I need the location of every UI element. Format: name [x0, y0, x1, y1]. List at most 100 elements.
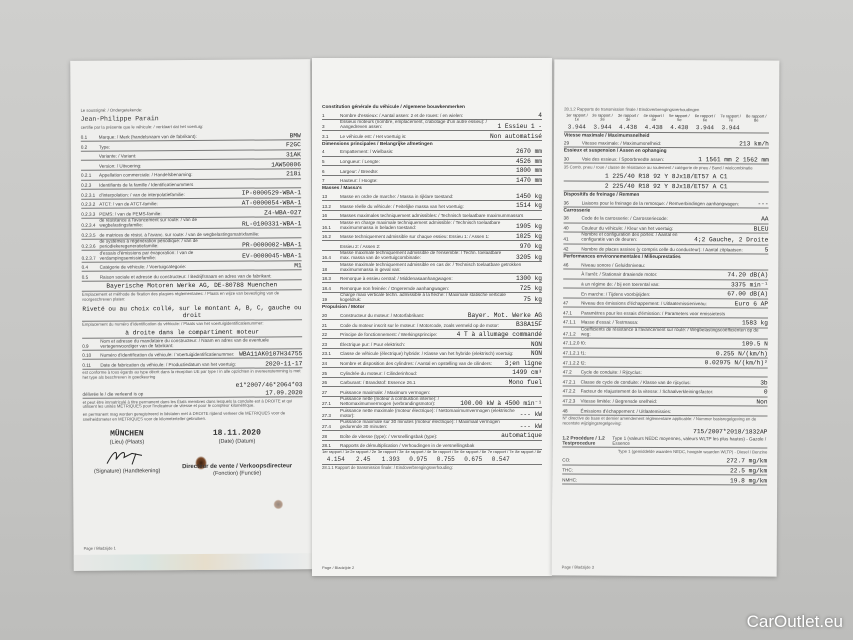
- spec-label: À l'arrêt: / Stationair draaiende motor:: [581, 271, 658, 278]
- spec-code: 0.2.3: [81, 182, 92, 188]
- hologram-strip: [73, 553, 314, 571]
- spec-value: IP-0000529-WBA-1: [241, 189, 302, 198]
- gear-header: 6e rapport / 6e: [460, 449, 487, 455]
- spec-row: 18 Masse maximale techniquement admissibl…: [322, 261, 542, 274]
- spec-code: 13: [322, 193, 328, 199]
- gear-header: 5e rapport / 5e: [432, 449, 459, 455]
- spec-label: Numéro d'identification du véhicule: / V…: [100, 351, 235, 358]
- spec-row: 18.3 Remorque à essieu central: / Middena…: [322, 274, 542, 284]
- spec-value: --- kW: [519, 411, 542, 419]
- spec-label: Empattement: / Wielbasis:: [340, 149, 394, 155]
- spec-value: 1583 kg: [741, 319, 768, 327]
- spec-label: f0:: [580, 340, 586, 346]
- vin-location-label: Emplacement du numéro d'identification d…: [82, 320, 264, 327]
- spec-row: 30 Voie des essieux: / Spoorbreedte assen…: [563, 154, 769, 165]
- spec-row: 21 Code du moteur inscrit sur le moteur: …: [322, 320, 542, 330]
- spec-value: 109.5 N: [741, 340, 768, 348]
- spec-code: 47.1.1: [562, 319, 576, 325]
- spec-value: 1499 cm³: [512, 369, 542, 377]
- page-footer: Page / Bladzijde 2: [322, 565, 355, 570]
- spec-label: Niveau des émissions d'échappement: / Ui…: [581, 300, 707, 307]
- spec-value: BLEU: [753, 225, 769, 233]
- page-footer: Page / Bladzijde 1: [83, 545, 116, 551]
- spec-value: 31AK: [286, 151, 301, 159]
- ratio-value: 1.393: [381, 455, 400, 463]
- spec-value: 1 1561 mm 2 1562 mm: [698, 156, 769, 164]
- ratio-value: 3.944: [721, 123, 740, 131]
- spec-code: 42: [563, 246, 569, 252]
- spec-value: 100.00 kW à 4500 min⁻¹: [460, 400, 542, 408]
- gear-header: 3e rapport / 3e: [617, 112, 639, 123]
- spec-label: Type:: [98, 144, 111, 150]
- spec-value: AA: [761, 215, 769, 223]
- spec-row: 6 Largeur: / Breedte: 1800 mm: [322, 166, 542, 176]
- section-title: Constitution générale du véhicule / Alge…: [322, 105, 465, 110]
- spec-code: 0.10: [82, 352, 92, 358]
- spec-value: 1 Essieu 1 -: [497, 122, 542, 130]
- spec-code: 0.2.3.4: [81, 222, 96, 228]
- spec-code: 30: [563, 156, 569, 162]
- spec-code: 47.2: [562, 369, 572, 375]
- spec-label: Code de la carrosserie: / Carrosseriecod…: [581, 215, 668, 222]
- page-footer: Page / Bladzijde 3: [561, 564, 594, 570]
- final-drive-label: 28.1.1 Rapport de transmission finale: /…: [322, 465, 453, 471]
- gear-header: 6e rapport / 6e: [694, 112, 716, 123]
- spec-label: Classe de véhicule (électrique) hybride:…: [340, 351, 514, 357]
- spec-value: 1470 mm: [516, 177, 542, 185]
- spec-value: 4: [538, 111, 542, 119]
- conform-text: est conforme à tous égards au type décri…: [82, 368, 301, 380]
- spec-row: 18.4 Remorque non freinée: / Ongeremde aa…: [322, 283, 542, 293]
- spec-label: Largeur: / Breedte:: [340, 168, 379, 174]
- spec-code: 47.1.2.2: [562, 359, 580, 366]
- spec-label: Longueur: / Lengte:: [340, 158, 380, 164]
- signature-label: (Signature) (Handtekening): [93, 468, 161, 475]
- spec-code: 47.1.2.0: [562, 340, 580, 346]
- spec-code: 18.4: [322, 285, 331, 291]
- stain: [273, 499, 284, 510]
- directive-label: N° directive de base et dernier amendeme…: [562, 415, 757, 426]
- spec-row: 16 Masses maximales techniquement admissi…: [322, 211, 542, 221]
- spec-row: 16.1 Masse en charge maximale techniqueme…: [322, 220, 542, 232]
- plate-label: Emplacement et méthode de fixation des p…: [81, 290, 280, 303]
- signatory-name: Jean-Philippe Parain: [80, 115, 159, 123]
- spec-label: En marche: / Tijdens voorbijrijden:: [581, 291, 651, 297]
- spec-label: Code du moteur inscrit sur le moteur: / …: [340, 322, 500, 328]
- spec-value: 2020-11-17: [265, 359, 303, 368]
- place: MÜNCHEN: [110, 429, 144, 439]
- spec-value: 4;2 Gauche, 2 Droite: [694, 236, 769, 244]
- spec-value: 1300 kg: [516, 275, 542, 283]
- tyres-label: 35 Comb. pneu / roue / classe de résista…: [563, 164, 753, 171]
- spec-code: 13.2: [322, 203, 331, 209]
- spec-value: EV-0000045-WBA-1: [242, 252, 302, 261]
- spec-row: 27.4 Puissance maximale sur 30 minutes (m…: [322, 419, 542, 432]
- spec-label: Émissions d'échappement: / Uitlaatemissi…: [580, 408, 672, 414]
- spec-code: 40: [563, 225, 569, 231]
- environment-rows: 46 Niveau sonore / Geluidsniveau: À l'arrê…: [562, 259, 769, 417]
- spec-row: 5 Longueur: / Lengte: 4526 mm: [322, 157, 542, 167]
- procedure-row: 1.2 Procédure / 1.2 Testprocedure Type 1 …: [562, 434, 768, 449]
- spec-value: 74.20 dB(A): [727, 271, 769, 279]
- page1-rows: 0.1 Marque: / Merk (handelsnaam van de fa…: [80, 130, 302, 282]
- gear-header: 4e rapport / 4e: [643, 112, 664, 123]
- spec-label: Raison sociale et adresse du constructeu…: [99, 273, 272, 280]
- spec-code: 3: [322, 124, 325, 129]
- spec-code: 1: [322, 112, 325, 118]
- spec-label: Masse réelle du véhicule: / Feitelijke m…: [340, 203, 464, 209]
- spec-value: M1: [294, 262, 302, 270]
- plate-value: Riveté ou au choix collé, sur le montant…: [81, 302, 303, 322]
- spec-row: 48 Émissions d'échappement: / Uitlaatemis…: [562, 405, 768, 417]
- spec-code: 28: [322, 433, 328, 439]
- spec-label: Hauteur: / Hoogte:: [340, 178, 378, 184]
- ratio-value: 2.45: [356, 455, 371, 463]
- spec-code: 21: [322, 322, 328, 328]
- spec-code: 25: [322, 370, 328, 376]
- spec-code: 23.1: [322, 351, 331, 357]
- spec-row: 26 Carburant: / Brandstof: Essence 26.1 Mo…: [322, 378, 542, 388]
- mass-rows: 13 Masse en ordre de marche: / Massa in r…: [322, 192, 542, 305]
- signature-block: MÜNCHEN (Lieu) (Plaats) (Signature) (Hand…: [83, 429, 303, 479]
- spec-value: NON: [530, 350, 542, 358]
- spec-label: Masse maximale techniquement admissible …: [340, 261, 522, 272]
- spec-row: 23 Électrique pur: / Puur elektrisch: NON: [322, 339, 542, 349]
- engine-rows: 20 Constructeur du moteur: / Motorfabrika…: [322, 311, 542, 451]
- spec-label: NMHC:: [562, 477, 578, 483]
